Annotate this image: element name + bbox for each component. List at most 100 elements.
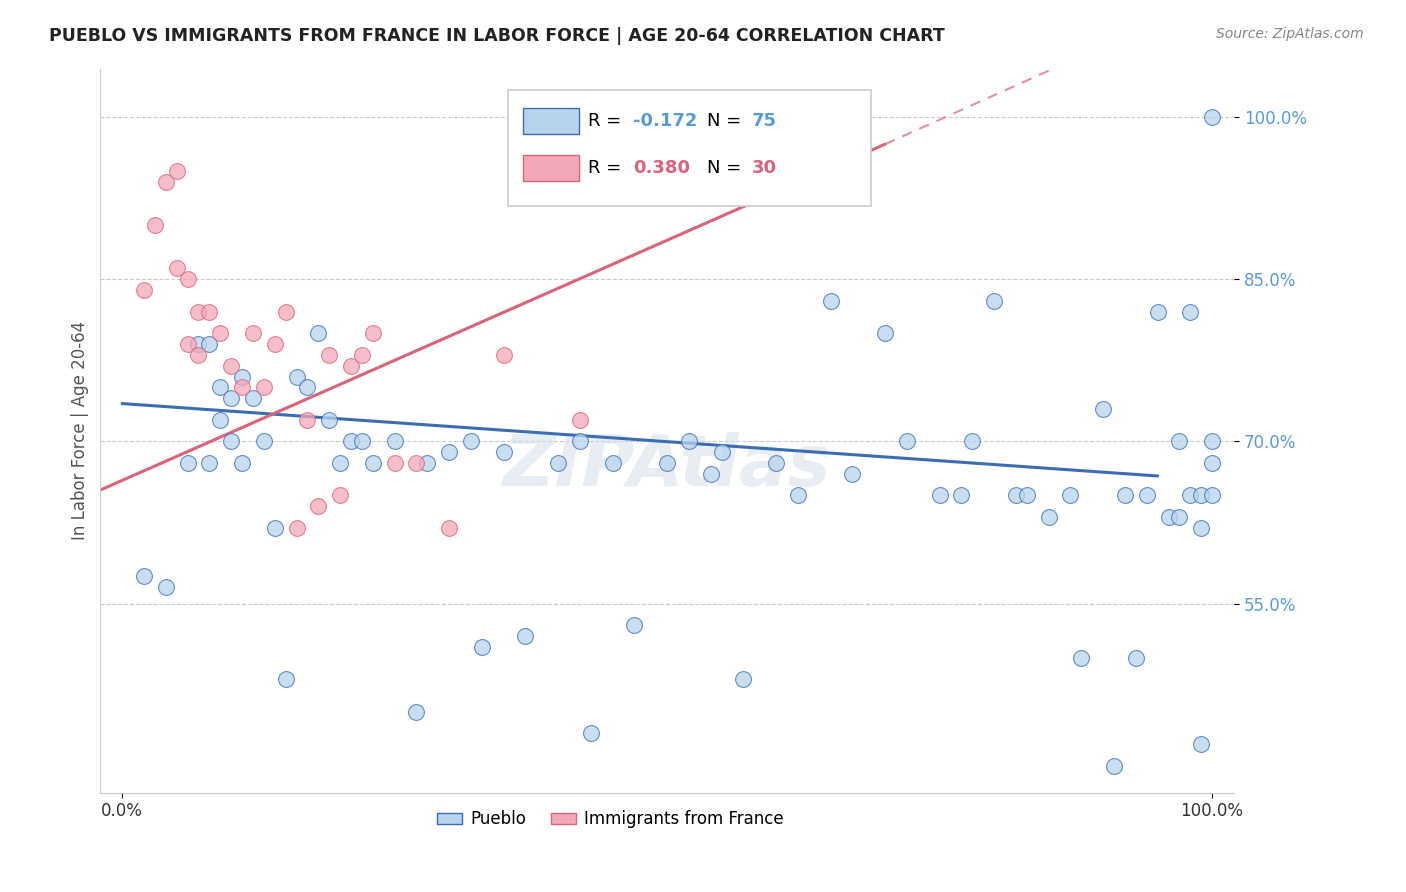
Point xyxy=(361,456,384,470)
Point xyxy=(1157,510,1180,524)
Point xyxy=(231,456,253,470)
Point xyxy=(841,467,863,481)
Point xyxy=(384,434,406,449)
Point xyxy=(678,434,700,449)
Text: 0.380: 0.380 xyxy=(633,159,690,177)
Point xyxy=(579,726,602,740)
Point xyxy=(405,705,427,719)
Point xyxy=(1189,488,1212,502)
Point xyxy=(1201,456,1223,470)
Point xyxy=(350,348,373,362)
Point xyxy=(1059,488,1081,502)
Point xyxy=(1038,510,1060,524)
Point xyxy=(1180,304,1202,318)
Point xyxy=(263,521,285,535)
Point xyxy=(231,369,253,384)
Point xyxy=(340,434,363,449)
Point xyxy=(253,380,276,394)
Point xyxy=(1102,758,1125,772)
Point xyxy=(1180,488,1202,502)
Point xyxy=(307,500,329,514)
Point xyxy=(297,380,319,394)
Point xyxy=(198,337,221,351)
Text: 75: 75 xyxy=(752,112,778,129)
Point xyxy=(132,283,155,297)
Point xyxy=(568,434,591,449)
Point xyxy=(318,413,340,427)
Point xyxy=(437,445,460,459)
Point xyxy=(437,521,460,535)
Point xyxy=(285,521,308,535)
Point xyxy=(166,164,188,178)
Text: R =: R = xyxy=(588,159,627,177)
Point xyxy=(1189,737,1212,751)
Point xyxy=(1189,521,1212,535)
Point xyxy=(242,326,264,341)
Point xyxy=(700,467,723,481)
Point xyxy=(602,456,624,470)
Point xyxy=(875,326,897,341)
Text: 30: 30 xyxy=(752,159,778,177)
Point xyxy=(568,413,591,427)
Point xyxy=(460,434,482,449)
Point xyxy=(416,456,439,470)
Point xyxy=(896,434,918,449)
Point xyxy=(1070,650,1092,665)
Point xyxy=(962,434,984,449)
Point xyxy=(765,456,787,470)
Point xyxy=(1114,488,1136,502)
FancyBboxPatch shape xyxy=(523,154,579,181)
Point xyxy=(787,488,810,502)
Point xyxy=(297,413,319,427)
Point xyxy=(950,488,973,502)
Y-axis label: In Labor Force | Age 20-64: In Labor Force | Age 20-64 xyxy=(72,321,89,541)
Point xyxy=(198,304,221,318)
Point xyxy=(340,359,363,373)
Point xyxy=(219,434,242,449)
Point xyxy=(274,672,297,686)
Text: N =: N = xyxy=(707,159,747,177)
Point xyxy=(187,304,209,318)
Point xyxy=(1015,488,1038,502)
Point xyxy=(928,488,950,502)
Point xyxy=(242,391,264,405)
Point xyxy=(1168,510,1191,524)
Point xyxy=(733,672,755,686)
Point xyxy=(361,326,384,341)
Text: -0.172: -0.172 xyxy=(633,112,697,129)
Point xyxy=(219,359,242,373)
Point xyxy=(655,456,678,470)
Point xyxy=(231,380,253,394)
Point xyxy=(1168,434,1191,449)
Point xyxy=(1201,434,1223,449)
Point xyxy=(547,456,569,470)
Point xyxy=(187,337,209,351)
Point xyxy=(176,337,198,351)
Point xyxy=(176,272,198,286)
Point xyxy=(983,293,1005,308)
Point xyxy=(1092,401,1115,416)
Point xyxy=(623,618,645,632)
Point xyxy=(209,326,232,341)
Point xyxy=(132,569,155,583)
Point xyxy=(1201,110,1223,124)
Point xyxy=(155,175,177,189)
Point xyxy=(329,456,352,470)
Point xyxy=(219,391,242,405)
Text: PUEBLO VS IMMIGRANTS FROM FRANCE IN LABOR FORCE | AGE 20-64 CORRELATION CHART: PUEBLO VS IMMIGRANTS FROM FRANCE IN LABO… xyxy=(49,27,945,45)
Point xyxy=(515,629,537,643)
Point xyxy=(492,445,515,459)
Text: N =: N = xyxy=(707,112,747,129)
Point xyxy=(710,445,733,459)
FancyBboxPatch shape xyxy=(523,108,579,134)
Point xyxy=(350,434,373,449)
Point xyxy=(198,456,221,470)
Point xyxy=(471,640,494,654)
Point xyxy=(253,434,276,449)
Point xyxy=(1201,488,1223,502)
Point xyxy=(285,369,308,384)
Point xyxy=(143,219,166,233)
Point xyxy=(1136,488,1159,502)
Point xyxy=(329,488,352,502)
Point xyxy=(1146,304,1168,318)
